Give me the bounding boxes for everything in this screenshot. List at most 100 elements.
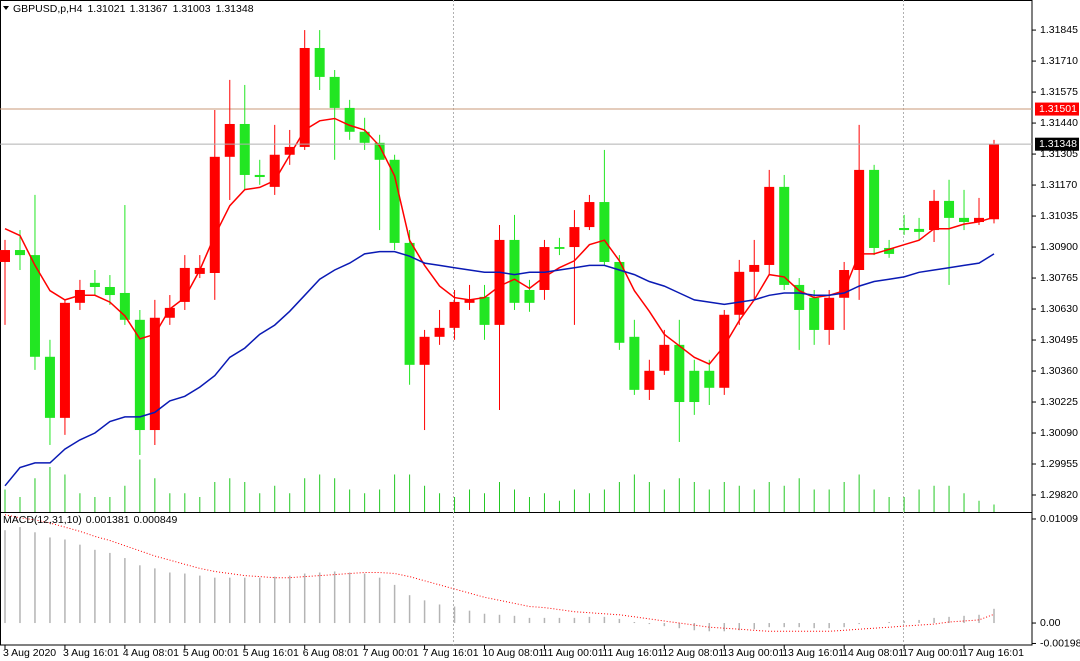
header-open: 1.31021 xyxy=(87,3,125,15)
candle-body xyxy=(449,301,460,328)
candle-body xyxy=(284,146,295,155)
y-tick-label: 1.31845 xyxy=(1040,24,1078,36)
candle-body xyxy=(614,261,625,343)
candle-body xyxy=(884,247,895,254)
x-tick-label: 11 Aug 00:01 xyxy=(542,647,603,659)
candle-body xyxy=(974,217,985,223)
y-tick-label: 0.00 xyxy=(1040,617,1061,629)
candle-body xyxy=(539,247,550,290)
candle-body xyxy=(674,344,685,403)
x-tick-label: 13 Aug 16:01 xyxy=(782,647,844,659)
x-tick-label: 10 Aug 08:01 xyxy=(483,647,545,659)
candle-body xyxy=(524,289,535,303)
candle-body xyxy=(704,370,715,388)
y-tick-label: 0.01009 xyxy=(1040,513,1078,525)
y-tick-label: 1.30495 xyxy=(1040,334,1078,346)
y-tick-label: 1.30765 xyxy=(1040,272,1078,284)
x-tick-label: 5 Aug 16:01 xyxy=(243,647,299,659)
candle-body xyxy=(74,289,85,303)
signal-value: 0.000849 xyxy=(134,514,178,526)
y-tick-label: 1.31440 xyxy=(1040,117,1078,129)
y-tick-label: 1.31305 xyxy=(1040,148,1078,160)
plot-frame xyxy=(0,0,1033,646)
candle-body xyxy=(464,299,475,303)
candle-body xyxy=(479,296,490,325)
candle-body xyxy=(59,302,70,418)
candle-body xyxy=(719,314,730,388)
candle-body xyxy=(314,47,325,77)
candle-body xyxy=(599,202,610,262)
menu-arrow[interactable] xyxy=(3,6,9,10)
candle-body xyxy=(224,123,235,157)
signal-line xyxy=(4,514,995,632)
y-tick-label: 1.31170 xyxy=(1040,179,1077,191)
x-tick-label: 12 Aug 08:01 xyxy=(662,647,724,659)
y-tick-label: 1.31575 xyxy=(1040,86,1078,98)
y-tick-label: 1.31035 xyxy=(1040,210,1078,222)
candle-body xyxy=(44,356,55,418)
chart-header: GBPUSD,p,H4 1.31021 1.31367 1.31003 1.31348 xyxy=(13,3,254,15)
header-low: 1.31003 xyxy=(173,3,211,15)
x-tick-label: 7 Aug 00:01 xyxy=(363,647,419,659)
candle-body xyxy=(914,228,925,232)
y-tick-label: 1.30090 xyxy=(1040,427,1078,439)
last-price-box xyxy=(1035,137,1079,151)
y-tick-label: 1.31710 xyxy=(1040,55,1078,67)
candle-body xyxy=(749,264,760,272)
candle-body xyxy=(404,242,415,365)
candle-body xyxy=(329,76,340,108)
candle-body xyxy=(434,327,445,337)
x-tick-label: 17 Aug 16:01 xyxy=(962,647,1024,659)
candle-body xyxy=(179,267,190,302)
candle-body xyxy=(149,317,160,431)
candle-body xyxy=(854,169,865,271)
candle-body xyxy=(344,107,355,132)
candle-body xyxy=(584,202,595,228)
y-tick-label: 1.30225 xyxy=(1040,396,1078,408)
candle-body xyxy=(989,144,999,220)
x-tick-label: 3 Aug 16:01 xyxy=(63,647,119,659)
candle-body xyxy=(629,336,640,390)
candle-body xyxy=(14,250,25,256)
candle-body xyxy=(809,297,820,330)
candle-body xyxy=(764,186,775,265)
x-tick-label: 11 Aug 16:01 xyxy=(602,647,663,659)
x-tick-label: 14 Aug 08:01 xyxy=(842,647,904,659)
candle-body xyxy=(209,156,220,273)
candle-body xyxy=(89,282,100,287)
candle-body xyxy=(899,227,910,231)
y-tick-label: 1.30900 xyxy=(1040,241,1078,253)
x-tick-label: 7 Aug 16:01 xyxy=(423,647,479,659)
candle-body xyxy=(494,239,505,325)
y-tick-label: 1.29955 xyxy=(1040,458,1078,470)
x-tick-label: 13 Aug 00:01 xyxy=(722,647,784,659)
moving-average xyxy=(4,250,995,487)
header-close: 1.31348 xyxy=(216,3,254,15)
candle-body xyxy=(869,169,880,248)
candle-body xyxy=(554,247,565,249)
candle-body xyxy=(0,250,10,262)
candle-body xyxy=(269,154,280,187)
level-label-box xyxy=(1035,102,1079,116)
candle-body xyxy=(119,292,130,320)
candle-body xyxy=(359,131,370,143)
candle-body xyxy=(509,239,520,303)
candle-body xyxy=(659,344,670,371)
candle-body xyxy=(389,159,400,243)
candle-body xyxy=(929,200,940,231)
symbol-title: GBPUSD,p,H4 xyxy=(13,3,83,15)
y-tick-label: -0.001982 xyxy=(1040,637,1080,649)
x-tick-label: 4 Aug 08:01 xyxy=(123,647,179,659)
candle-body xyxy=(29,255,40,357)
level-label: 1.31501 xyxy=(1039,103,1077,115)
candle-body xyxy=(734,271,745,315)
y-tick-label: 1.30630 xyxy=(1040,303,1078,315)
macd-title: MACD(12,31,10) xyxy=(3,514,82,526)
candle-body xyxy=(569,227,580,248)
y-tick-label: 1.30360 xyxy=(1040,365,1078,377)
candle-body xyxy=(374,142,385,160)
x-tick-label: 17 Aug 00:01 xyxy=(902,647,964,659)
candle-body xyxy=(944,200,955,218)
header-high: 1.31367 xyxy=(130,3,168,15)
